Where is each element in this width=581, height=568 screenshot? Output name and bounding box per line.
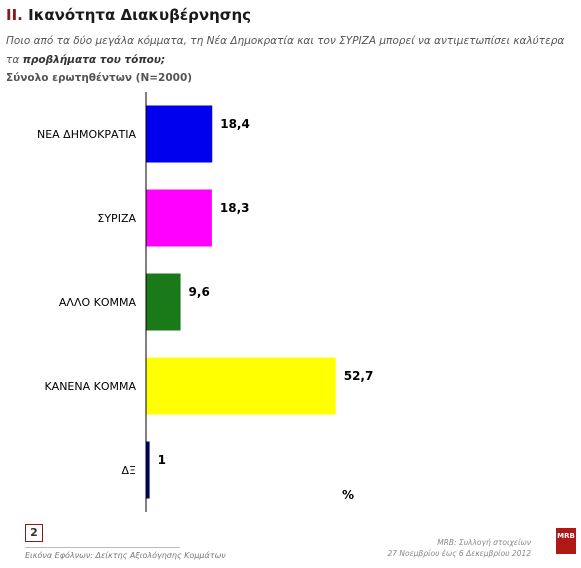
question-text: Ποιο από τα δύο μεγάλα κόμματα, τη Νέα Δ… xyxy=(6,32,566,70)
bar xyxy=(146,105,213,163)
footer-right-line-1: MRB: Συλλογή στοιχείων xyxy=(437,538,531,547)
sample-base: Σύνολο ερωτηθέντων (N=2000) xyxy=(6,72,193,84)
category-label: ΔΞ xyxy=(122,464,137,477)
value-label: 18,3 xyxy=(220,201,250,215)
category-label: ΣΥΡΙΖΑ xyxy=(97,212,136,225)
bar xyxy=(146,189,212,247)
bar xyxy=(146,357,336,415)
value-label: 1 xyxy=(158,453,166,467)
question-line-2-prefix: τα xyxy=(6,54,23,66)
section-number: II. xyxy=(6,6,23,24)
page-title: II. Ικανότητα Διακυβέρνησης xyxy=(6,6,251,24)
page-number: 2 xyxy=(25,524,43,542)
title-text: Ικανότητα Διακυβέρνησης xyxy=(28,6,252,24)
unit-label: % xyxy=(342,488,355,502)
value-label: 52,7 xyxy=(344,369,374,383)
value-label: 18,4 xyxy=(220,117,250,131)
footer-left-text: Εικόνα Εφόλνων: Δείκτης Αξιολόγησης Κομμ… xyxy=(25,551,226,560)
mrb-logo: MRB xyxy=(556,528,576,554)
footer-right-line-2: 27 Νοεμβρίου έως 6 Δεκεμβρίου 2012 xyxy=(387,549,531,558)
category-label: ΑΛΛΟ ΚΟΜΜΑ xyxy=(59,296,137,309)
question-line-2-bold: προβλήματα του τόπου; xyxy=(22,54,166,66)
question-line-1: Ποιο από τα δύο μεγάλα κόμματα, τη Νέα Δ… xyxy=(6,35,565,47)
bar xyxy=(146,273,181,331)
footer-divider xyxy=(25,547,180,548)
category-label: ΝΕΑ ΔΗΜΟΚΡΑΤΙΑ xyxy=(37,128,136,141)
bars-group: ΝΕΑ ΔΗΜΟΚΡΑΤΙΑ 18,4 ΣΥΡΙΖΑ 18,3 ΑΛΛΟ ΚΟΜΜΑ 9,… xyxy=(37,105,374,499)
category-label: ΚΑΝΕΝΑ ΚΟΜΜΑ xyxy=(44,380,136,393)
bar xyxy=(146,441,150,499)
value-label: 9,6 xyxy=(189,285,210,299)
question-line-2: τα προβλήματα του τόπου; xyxy=(6,51,566,70)
footer-right-text: MRB: Συλλογή στοιχείων 27 Νοεμβρίου έως … xyxy=(387,537,531,559)
